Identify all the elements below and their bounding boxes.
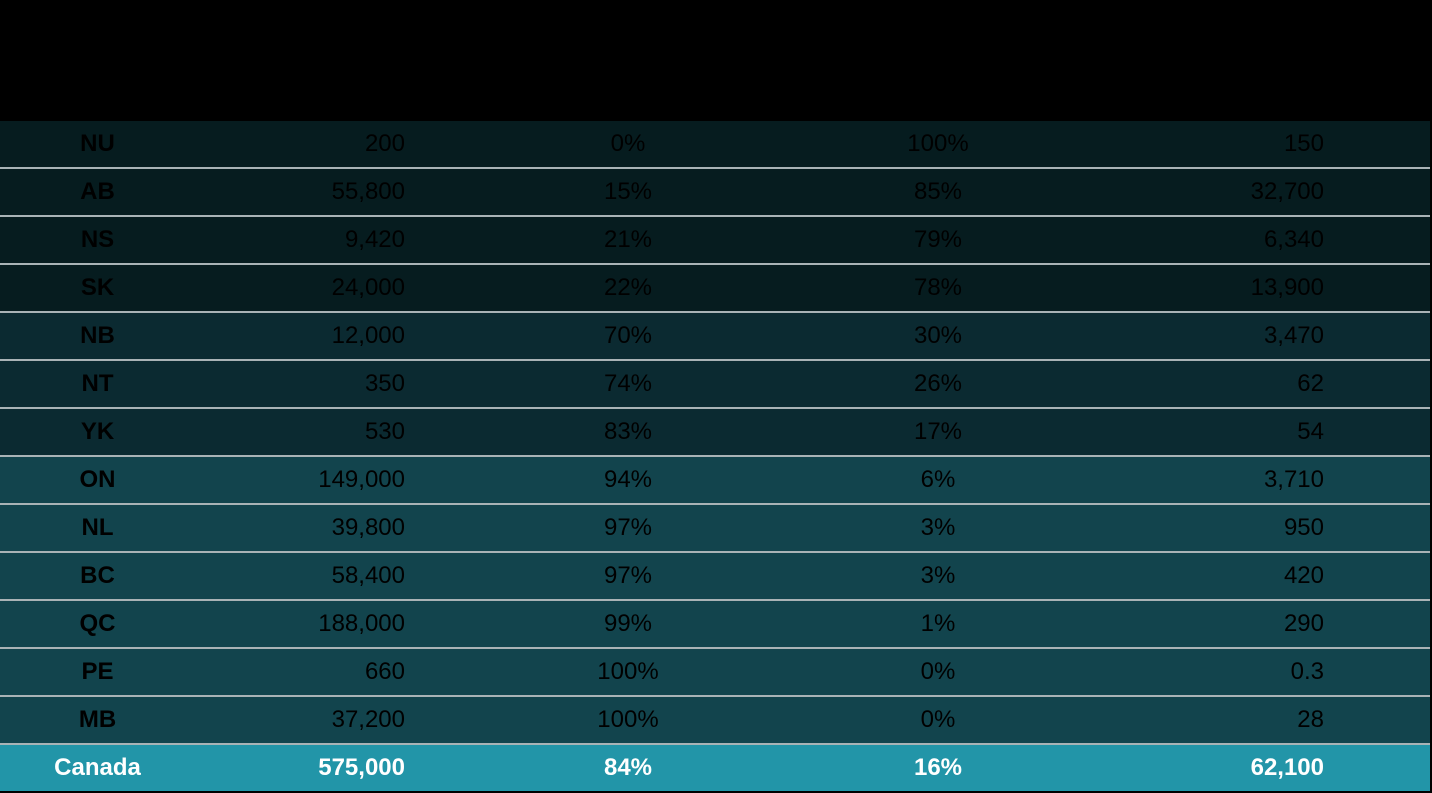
value-cell: 62: [1297, 370, 1324, 397]
province-cell: MB: [78, 706, 117, 733]
share-b-cell: 79%: [913, 226, 963, 253]
value-cell: 950: [1283, 514, 1324, 541]
share-a-cell: 70%: [603, 322, 653, 349]
table-row: ON 149,000 94% 6% 3,710: [0, 457, 1430, 505]
share-b-cell: 0%: [920, 706, 956, 733]
value-cell: 0.3: [1290, 658, 1324, 685]
total-cell: 12,000: [331, 322, 405, 349]
table-row: NU 200 0% 100% 150: [0, 121, 1430, 169]
table-row: QC 188,000 99% 1% 290: [0, 601, 1430, 649]
total-cell: 575,000: [318, 754, 405, 781]
value-cell: 290: [1283, 610, 1324, 637]
province-cell: NS: [80, 226, 115, 253]
province-cell: QC: [79, 610, 116, 637]
share-b-cell: 16%: [913, 754, 963, 781]
province-cell: Canada: [54, 754, 141, 781]
table-row: NL 39,800 97% 3% 950: [0, 505, 1430, 553]
province-cell: BC: [80, 562, 115, 589]
share-b-cell: 85%: [913, 178, 963, 205]
share-b-cell: 0%: [920, 658, 956, 685]
table-header: [0, 0, 1432, 121]
total-cell: 350: [364, 370, 405, 397]
share-b-cell: 3%: [920, 514, 956, 541]
province-cell: NU: [80, 130, 115, 157]
share-b-cell: 17%: [913, 418, 963, 445]
share-a-cell: 0%: [610, 130, 646, 157]
total-cell: 9,420: [344, 226, 405, 253]
table-row: PE 660 100% 0% 0.3: [0, 649, 1430, 697]
value-cell: 13,900: [1250, 274, 1324, 301]
share-a-cell: 99%: [603, 610, 653, 637]
share-a-cell: 83%: [603, 418, 653, 445]
table-row: YK 530 83% 17% 54: [0, 409, 1430, 457]
total-cell: 39,800: [331, 514, 405, 541]
share-a-cell: 22%: [603, 274, 653, 301]
share-a-cell: 97%: [603, 562, 653, 589]
total-cell: 660: [364, 658, 405, 685]
share-a-cell: 94%: [603, 466, 653, 493]
value-cell: 3,710: [1263, 466, 1324, 493]
province-cell: PE: [81, 658, 114, 685]
province-cell: NB: [80, 322, 115, 349]
table-row: NT 350 74% 26% 62: [0, 361, 1430, 409]
value-cell: 3,470: [1263, 322, 1324, 349]
share-a-cell: 97%: [603, 514, 653, 541]
share-a-cell: 74%: [603, 370, 653, 397]
value-cell: 28: [1297, 706, 1324, 733]
province-cell: YK: [80, 418, 115, 445]
share-a-cell: 100%: [597, 658, 659, 685]
value-cell: 62,100: [1250, 754, 1324, 781]
share-a-cell: 21%: [603, 226, 653, 253]
value-cell: 150: [1283, 130, 1324, 157]
value-cell: 420: [1283, 562, 1324, 589]
table-row: NB 12,000 70% 30% 3,470: [0, 313, 1430, 361]
province-cell: SK: [80, 274, 115, 301]
table-row: SK 24,000 22% 78% 13,900: [0, 265, 1430, 313]
share-b-cell: 6%: [920, 466, 956, 493]
share-a-cell: 100%: [597, 706, 659, 733]
value-cell: 32,700: [1250, 178, 1324, 205]
province-cell: ON: [79, 466, 116, 493]
table-row: MB 37,200 100% 0% 28: [0, 697, 1430, 745]
total-cell: 200: [364, 130, 405, 157]
total-cell: 188,000: [318, 610, 405, 637]
province-cell: NT: [81, 370, 114, 397]
province-cell: NL: [81, 514, 114, 541]
share-b-cell: 3%: [920, 562, 956, 589]
share-b-cell: 100%: [907, 130, 969, 157]
share-b-cell: 30%: [913, 322, 963, 349]
total-cell: 37,200: [331, 706, 405, 733]
share-b-cell: 26%: [913, 370, 963, 397]
table-total-row: Canada 575,000 84% 16% 62,100: [0, 745, 1430, 791]
value-cell: 54: [1297, 418, 1324, 445]
data-table: NU 200 0% 100% 150 AB 55,800 15% 85% 32,700 NS 9,42…: [0, 121, 1430, 791]
share-b-cell: 78%: [913, 274, 963, 301]
total-cell: 58,400: [331, 562, 405, 589]
total-cell: 24,000: [331, 274, 405, 301]
share-a-cell: 15%: [603, 178, 653, 205]
province-cell: AB: [80, 178, 115, 205]
table-row: NS 9,420 21% 79% 6,340: [0, 217, 1430, 265]
total-cell: 55,800: [331, 178, 405, 205]
share-b-cell: 1%: [920, 610, 956, 637]
value-cell: 6,340: [1263, 226, 1324, 253]
table-row: AB 55,800 15% 85% 32,700: [0, 169, 1430, 217]
table-row: BC 58,400 97% 3% 420: [0, 553, 1430, 601]
total-cell: 149,000: [318, 466, 405, 493]
share-a-cell: 84%: [603, 754, 653, 781]
total-cell: 530: [364, 418, 405, 445]
